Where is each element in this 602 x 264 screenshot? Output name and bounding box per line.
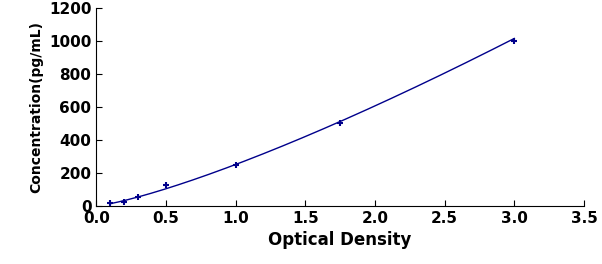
X-axis label: Optical Density: Optical Density [268,231,412,249]
Y-axis label: Concentration(pg/mL): Concentration(pg/mL) [29,21,43,193]
